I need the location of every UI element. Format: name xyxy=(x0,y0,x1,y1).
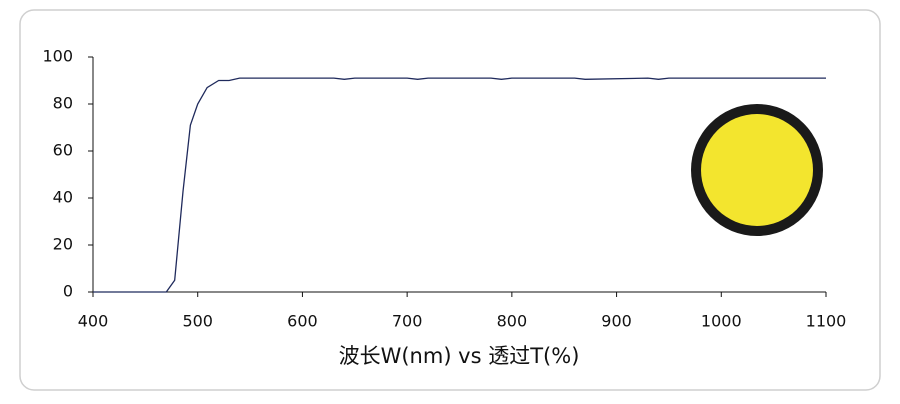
x-tick-label: 1000 xyxy=(701,312,742,331)
x-axis-label: 波长W(nm) vs 透过T(%) xyxy=(339,344,580,368)
y-tick-label: 40 xyxy=(53,188,73,207)
y-tick-label: 100 xyxy=(42,47,73,66)
x-tick-label: 400 xyxy=(78,312,109,331)
x-tick-label: 900 xyxy=(601,312,632,331)
y-tick-label: 20 xyxy=(53,235,73,254)
y-tick-label: 60 xyxy=(53,141,73,160)
x-tick-label: 500 xyxy=(182,312,213,331)
y-tick-label: 0 xyxy=(63,282,73,301)
x-tick-label: 800 xyxy=(497,312,528,331)
filter-glass xyxy=(701,114,813,226)
card xyxy=(19,9,881,391)
x-tick-label: 1100 xyxy=(806,312,847,331)
transmission-line xyxy=(93,77,826,293)
y-tick-label: 80 xyxy=(53,94,73,113)
x-tick-label: 600 xyxy=(287,312,318,331)
filter-icon xyxy=(691,104,823,236)
x-tick-label: 700 xyxy=(392,312,423,331)
